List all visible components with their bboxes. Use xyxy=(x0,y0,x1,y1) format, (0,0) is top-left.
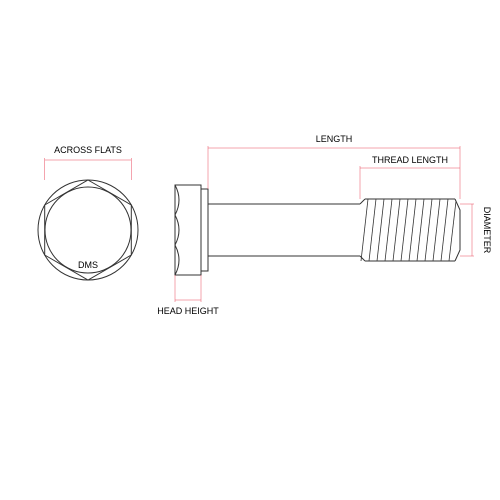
head-height-label: HEAD HEIGHT xyxy=(157,306,219,316)
across-flats-label: ACROSS FLATS xyxy=(54,145,122,155)
head-height-dimension xyxy=(175,275,201,302)
length-label: LENGTH xyxy=(316,134,353,144)
across-flats-dimension xyxy=(45,158,132,180)
thread-length-label: THREAD LENGTH xyxy=(372,155,448,165)
diameter-label: DIAMETER xyxy=(482,207,492,254)
length-dimension xyxy=(208,146,460,199)
diameter-dimension xyxy=(460,204,474,256)
thread-length-dimension xyxy=(360,166,460,199)
bolt-side-view xyxy=(175,185,460,275)
bolt-diagram: ACROSS FLATS DMS xyxy=(0,0,500,500)
dms-label: DMS xyxy=(78,260,98,270)
